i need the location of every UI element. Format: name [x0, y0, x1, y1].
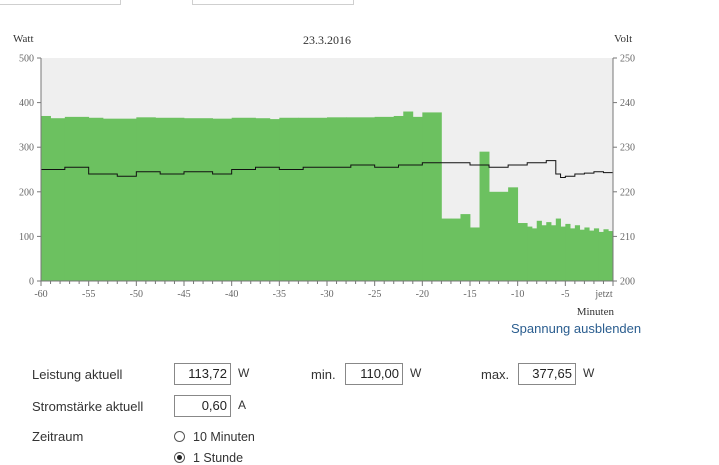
x-tick-label: -15 [463, 289, 476, 300]
power-bar [584, 227, 590, 281]
y-right-tick-label: 230 [620, 143, 635, 154]
min-label: min. [311, 367, 336, 382]
power-current-value: 113,72 [174, 363, 231, 385]
power-bar [374, 116, 395, 281]
page-top-edge [0, 0, 719, 6]
power-current-unit: W [238, 366, 250, 380]
y-right-axis-label: Volt [614, 33, 632, 45]
power-bar [517, 223, 528, 281]
power-bar [231, 117, 256, 281]
power-bar [327, 117, 347, 282]
x-tick-label: -35 [273, 289, 286, 300]
power-bar [579, 229, 585, 281]
power-bar [393, 115, 404, 281]
power-bar [422, 112, 442, 281]
x-end-label: jetzt [594, 289, 612, 300]
power-bar [546, 222, 552, 281]
y-left-tick-label: 500 [19, 54, 34, 65]
power-bar [603, 229, 609, 281]
x-tick-label: -50 [130, 289, 143, 300]
power-bar [441, 218, 452, 281]
current-value: 0,60 [174, 395, 231, 417]
power-bar [527, 226, 533, 281]
power-bar [102, 118, 137, 281]
power-bar [531, 228, 538, 281]
y-right-tick-label: 210 [620, 232, 635, 243]
power-bar [460, 214, 471, 281]
period-label: Zeitraum [32, 429, 84, 444]
power-bar [269, 119, 280, 282]
y-left-tick-label: 100 [19, 232, 34, 243]
power-bar [412, 116, 423, 281]
toggle-voltage-link[interactable]: Spannung ausblenden [511, 321, 642, 336]
x-tick-label: -25 [368, 289, 381, 300]
power-bar [279, 117, 299, 281]
power-bar [593, 228, 600, 281]
y-left-tick-label: 400 [19, 98, 34, 109]
x-tick-label: -5 [561, 289, 569, 300]
power-bar [489, 191, 509, 281]
power-bar [403, 111, 414, 282]
power-bar [255, 118, 271, 282]
power-bar [560, 226, 566, 281]
power-bar [574, 225, 581, 281]
y-right-tick-label: 240 [620, 98, 635, 109]
max-unit: W [583, 366, 595, 380]
voltage-line [41, 160, 614, 179]
power-bar [184, 118, 213, 282]
power-bar [155, 117, 185, 281]
top-field-right [192, 0, 354, 5]
x-tick-label: -55 [82, 289, 95, 300]
power-bar [555, 218, 561, 281]
y-left-axis-label: Watt [13, 33, 34, 45]
chart-title: 23.3.2016 [303, 33, 351, 47]
x-tick-label: -40 [225, 289, 238, 300]
power-bar [50, 118, 66, 282]
y-left-tick-label: 0 [29, 277, 34, 288]
period-option-10-minutes-label[interactable]: 10 Minuten [193, 430, 255, 444]
power-bar [212, 118, 233, 281]
power-bar [136, 117, 156, 282]
x-tick-label: -20 [416, 289, 429, 300]
power-bar [41, 115, 51, 281]
power-bar [541, 225, 547, 281]
x-tick-label: -30 [320, 289, 333, 300]
power-bar [508, 187, 519, 281]
min-unit: W [410, 366, 422, 380]
current-label: Stromstärke aktuell [32, 399, 144, 414]
power-bar [598, 231, 604, 281]
y-right-tick-label: 220 [620, 187, 635, 198]
x-tick-label: -45 [177, 289, 190, 300]
period-radio-1-hour[interactable] [174, 452, 185, 463]
max-label: max. [481, 367, 510, 382]
power-bar [64, 116, 90, 281]
power-bar [570, 228, 576, 281]
y-left-tick-label: 200 [19, 187, 34, 198]
power-bar [470, 227, 480, 281]
current-unit: A [238, 398, 247, 412]
x-axis-label: Minuten [577, 306, 615, 318]
power-bar [298, 117, 328, 281]
power-bar [479, 151, 490, 281]
min-value: 110,00 [345, 363, 403, 385]
x-tick-label: -10 [511, 289, 524, 300]
power-bar [88, 117, 104, 281]
y-right-tick-label: 200 [620, 277, 635, 288]
x-tick-label: -60 [34, 289, 47, 300]
top-field-left [0, 0, 121, 5]
y-right-tick-label: 250 [620, 54, 635, 65]
period-radio-10-minutes[interactable] [174, 431, 185, 442]
y-left-tick-label: 300 [19, 143, 34, 154]
period-option-1-hour-label[interactable]: 1 Stunde [193, 451, 244, 465]
power-bar [608, 231, 614, 281]
power-bar [536, 220, 542, 281]
power-bar [450, 218, 461, 281]
power-bar [589, 230, 595, 281]
power-bar [551, 225, 557, 281]
power-bar [346, 117, 376, 282]
power-bar [565, 223, 571, 281]
max-value: 377,65 [518, 363, 576, 385]
power-current-label: Leistung aktuell [32, 367, 123, 382]
power-chart: 23.3.2016 Watt Volt Minuten 0 100 200 300 40… [13, 33, 635, 318]
